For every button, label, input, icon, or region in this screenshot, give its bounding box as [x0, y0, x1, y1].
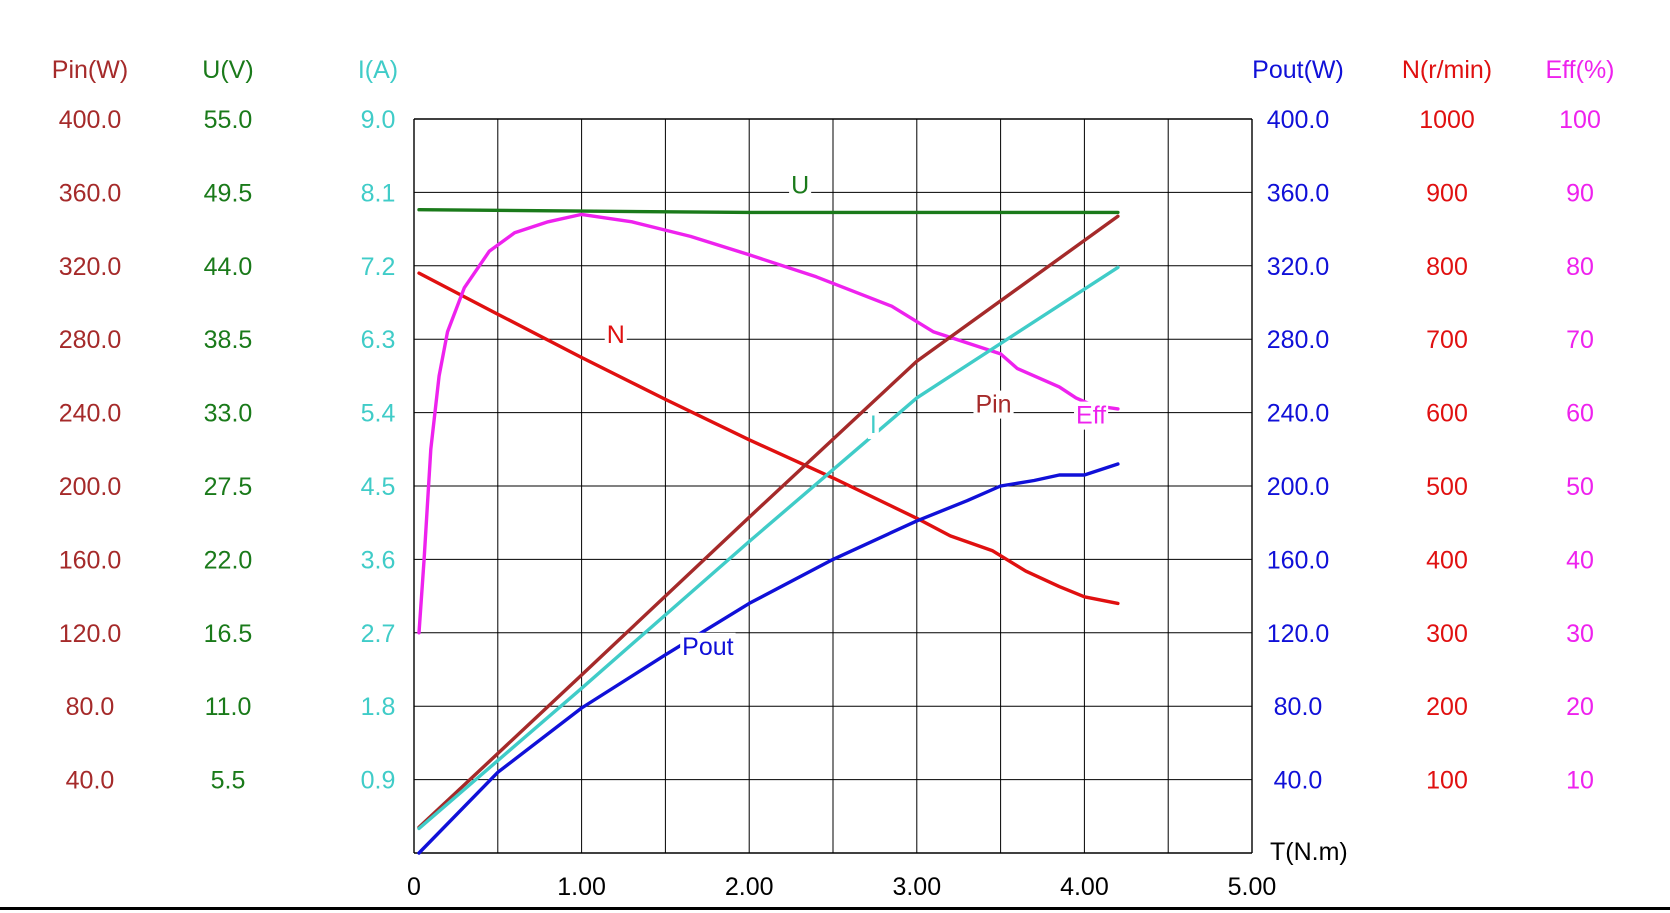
y-tick-label-i: 2.7 — [361, 620, 396, 648]
series-label-bg — [867, 410, 879, 439]
axis-labels: 0 1.00 2.00 3.00 4.00 5.00 T(N.m) Pin(W) 400.0 36… — [52, 56, 1615, 901]
y-tick-label-i: 1.8 — [361, 693, 396, 721]
y-tick-label-n: 500 — [1426, 473, 1468, 501]
y-tick-label-eff: 80 — [1566, 253, 1594, 281]
series-label-bg — [973, 390, 1014, 419]
y-tick-label-i: 6.3 — [361, 326, 396, 354]
y-tick-label-pin: 320.0 — [59, 253, 122, 281]
series-line-n — [417, 271, 1120, 606]
y-tick-label-u: 11.0 — [205, 693, 252, 721]
y-tick-label-pout: 120.0 — [1267, 620, 1330, 648]
y-tick-label-i: 9.0 — [361, 106, 396, 134]
y-tick-label-u: 38.5 — [204, 326, 253, 354]
y-tick-label-n: 800 — [1426, 253, 1468, 281]
y-tick-label-n: 900 — [1426, 179, 1468, 207]
y-tick-label-n: 300 — [1426, 620, 1468, 648]
y-tick-label-eff: 90 — [1566, 179, 1594, 207]
y-tick-label-i: 8.1 — [361, 179, 396, 207]
y-tick-label-n: 1000 — [1419, 106, 1475, 134]
y-tick-label-eff: 60 — [1566, 400, 1594, 428]
x-tick-label: 5.00 — [1228, 873, 1277, 901]
y-tick-label-n: 600 — [1426, 400, 1468, 428]
y-tick-label-pout: 80.0 — [1274, 693, 1323, 721]
y-tick-label-u: 5.5 — [211, 767, 246, 795]
x-tick-label: 3.00 — [892, 873, 941, 901]
series-label-bg — [789, 171, 812, 200]
series-line-eff — [417, 212, 1120, 635]
y-tick-label-n: 200 — [1426, 693, 1468, 721]
y-tick-label-n: 100 — [1426, 767, 1468, 795]
y-tick-label-u: 33.0 — [204, 400, 253, 428]
series-line-pout — [417, 462, 1120, 855]
y-tick-label-pout: 240.0 — [1267, 400, 1330, 428]
x-tick-label: 4.00 — [1060, 873, 1109, 901]
series-label-pout: Pout — [682, 633, 733, 661]
series-labels: U N Eff Pin I Pout — [604, 171, 1109, 661]
y-tick-label-i: 3.6 — [361, 546, 396, 574]
x-tick-label: 1.00 — [557, 873, 606, 901]
axis-title-pout: Pout(W) — [1252, 56, 1344, 84]
y-tick-label-pout: 200.0 — [1267, 473, 1330, 501]
y-tick-label-pout: 160.0 — [1267, 546, 1330, 574]
y-tick-label-u: 22.0 — [204, 546, 253, 574]
series-label-eff: Eff — [1076, 402, 1106, 430]
y-tick-label-pin: 280.0 — [59, 326, 122, 354]
series-label-bg — [1074, 401, 1109, 430]
y-tick-label-n: 400 — [1426, 546, 1468, 574]
y-tick-label-u: 44.0 — [204, 253, 253, 281]
y-tick-label-pout: 400.0 — [1267, 106, 1330, 134]
y-tick-label-eff: 20 — [1566, 693, 1594, 721]
y-tick-label-pout: 360.0 — [1267, 179, 1330, 207]
series-line-pin — [417, 214, 1120, 829]
y-tick-label-i: 0.9 — [361, 767, 396, 795]
series-label-pin: Pin — [975, 391, 1011, 419]
plot-grid — [413, 118, 1253, 854]
series-label-i: I — [870, 411, 877, 439]
series-label-bg — [604, 320, 627, 349]
y-tick-label-u: 49.5 — [204, 179, 253, 207]
y-tick-label-pout: 280.0 — [1267, 326, 1330, 354]
series-line-u — [417, 208, 1120, 215]
y-tick-label-pout: 320.0 — [1267, 253, 1330, 281]
y-tick-label-eff: 10 — [1566, 767, 1594, 795]
series-label-bg — [680, 632, 736, 661]
y-tick-label-pin: 240.0 — [59, 400, 122, 428]
y-tick-label-u: 55.0 — [204, 106, 253, 134]
y-tick-label-eff: 50 — [1566, 473, 1594, 501]
y-tick-label-pin: 160.0 — [59, 546, 122, 574]
y-tick-label-pin: 80.0 — [66, 693, 115, 721]
axis-title-u: U(V) — [202, 56, 253, 84]
y-tick-label-u: 27.5 — [204, 473, 253, 501]
series-label-n: N — [607, 321, 625, 349]
series-line-i — [417, 265, 1120, 831]
series-label-u: U — [791, 172, 809, 200]
y-tick-label-n: 700 — [1426, 326, 1468, 354]
y-tick-label-pin: 400.0 — [59, 106, 122, 134]
y-tick-label-u: 16.5 — [204, 620, 253, 648]
y-tick-label-pout: 40.0 — [1274, 767, 1323, 795]
axis-title-i: I(A) — [358, 56, 398, 84]
data-series — [417, 208, 1120, 855]
y-tick-label-eff: 100 — [1559, 106, 1601, 134]
y-tick-label-i: 4.5 — [361, 473, 396, 501]
axis-title-eff: Eff(%) — [1546, 56, 1615, 84]
x-tick-label: 0 — [407, 873, 421, 901]
y-tick-label-eff: 40 — [1566, 546, 1594, 574]
axis-title-pin: Pin(W) — [52, 56, 128, 84]
axis-title-n: N(r/min) — [1402, 56, 1492, 84]
y-tick-label-pin: 40.0 — [66, 767, 115, 795]
y-tick-label-i: 7.2 — [361, 253, 396, 281]
x-axis-label: T(N.m) — [1270, 838, 1348, 866]
y-tick-label-pin: 120.0 — [59, 620, 122, 648]
y-tick-label-eff: 70 — [1566, 326, 1594, 354]
y-tick-label-i: 5.4 — [361, 400, 396, 428]
bottom-divider — [0, 907, 1670, 910]
y-tick-label-pin: 200.0 — [59, 473, 122, 501]
x-tick-label: 2.00 — [725, 873, 774, 901]
y-tick-label-eff: 30 — [1566, 620, 1594, 648]
y-tick-label-pin: 360.0 — [59, 179, 122, 207]
